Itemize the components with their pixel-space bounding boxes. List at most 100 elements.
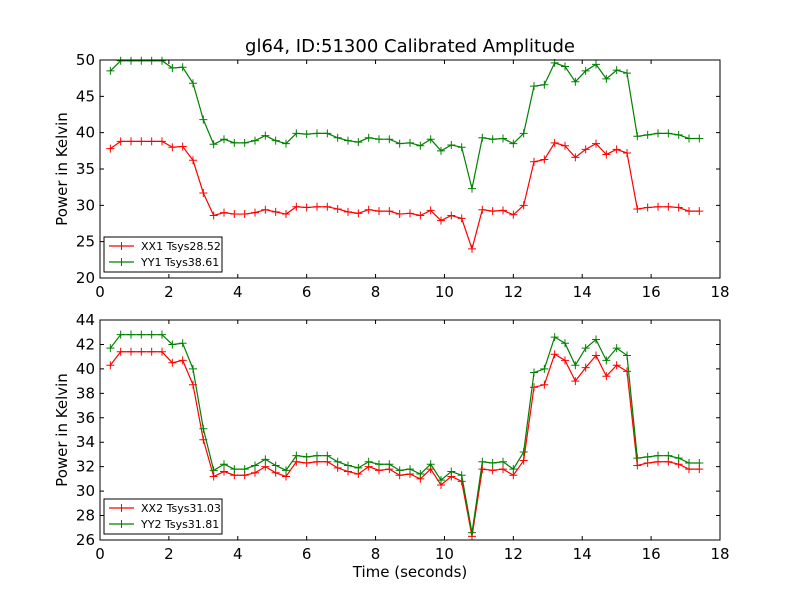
data-point — [230, 138, 239, 147]
data-point — [685, 459, 693, 467]
data-point — [623, 351, 631, 360]
y-tick-label: 34 — [76, 433, 95, 451]
data-point — [199, 424, 208, 433]
legend-box — [103, 236, 223, 273]
data-point — [437, 146, 445, 155]
data-point — [592, 351, 600, 360]
data-point — [302, 452, 311, 461]
data-point — [468, 244, 476, 253]
legend-marker — [117, 504, 126, 512]
data-point — [633, 204, 642, 213]
data-point — [137, 137, 146, 146]
y-tick-label: 32 — [76, 458, 95, 476]
series-line — [109, 140, 700, 252]
data-point — [561, 356, 569, 365]
data-point — [209, 466, 218, 475]
data-point — [571, 153, 580, 162]
x-tick-label: 0 — [95, 545, 105, 563]
data-point — [499, 206, 507, 215]
data-point — [302, 130, 311, 139]
x-tick-label: 6 — [302, 545, 312, 563]
data-point — [240, 465, 249, 474]
data-point — [364, 457, 373, 466]
legend-marker — [117, 520, 126, 528]
data-point — [220, 135, 228, 144]
data-point — [478, 457, 487, 466]
data-point — [654, 129, 662, 138]
x-tick-label: 4 — [233, 283, 243, 301]
data-point — [643, 203, 652, 212]
data-point — [230, 465, 239, 474]
data-point — [220, 208, 228, 217]
data-point — [695, 459, 704, 467]
data-point — [395, 466, 404, 475]
data-point — [333, 133, 342, 142]
y-tick-label: 45 — [76, 87, 95, 105]
x-tick-label: 14 — [573, 283, 592, 301]
data-point — [416, 141, 425, 150]
data-point — [509, 139, 518, 148]
data-point — [654, 451, 662, 460]
data-point — [623, 367, 631, 376]
data-point — [581, 344, 590, 353]
data-point — [643, 130, 652, 139]
data-point — [695, 134, 704, 143]
data-point — [571, 361, 580, 370]
data-point — [633, 132, 642, 141]
data-point — [478, 465, 487, 474]
data-point — [116, 330, 125, 339]
data-point — [457, 143, 466, 152]
data-point — [344, 207, 352, 216]
data-point — [695, 207, 704, 216]
data-point — [519, 201, 528, 210]
y-tick-label: 40 — [76, 124, 95, 142]
x-tick-label: 4 — [233, 545, 243, 563]
x-tick-label: 2 — [164, 283, 174, 301]
data-point — [127, 137, 135, 146]
data-point — [592, 335, 600, 344]
data-point — [178, 339, 187, 348]
data-point — [354, 463, 363, 472]
data-point — [447, 467, 456, 476]
data-point — [251, 208, 259, 217]
data-point — [106, 144, 115, 153]
data-point — [602, 356, 611, 365]
x-tick-label: 8 — [371, 545, 381, 563]
data-point — [189, 364, 197, 373]
data-point — [271, 461, 280, 470]
x-tick-label: 18 — [710, 545, 729, 563]
data-point — [426, 135, 435, 144]
data-point — [426, 460, 435, 469]
y-tick-label: 25 — [76, 233, 95, 251]
data-point — [561, 339, 569, 348]
x-tick-label: 16 — [642, 545, 661, 563]
data-point — [199, 115, 208, 124]
data-point — [292, 129, 301, 138]
data-point — [395, 210, 404, 219]
data-point — [612, 66, 621, 75]
bottom-plot: 0 2 4 6 8 10 12 14 16 18 26 28 30 32 34 36 38 40 42 44 Power… — [53, 311, 730, 581]
data-point — [540, 80, 549, 89]
data-point — [230, 210, 239, 219]
data-point — [488, 135, 497, 144]
data-point — [540, 380, 549, 389]
data-point — [220, 467, 228, 476]
data-point — [499, 134, 507, 143]
top-plot: 0 2 4 6 8 10 12 14 16 18 20 25 30 35 40 45 50 Power in Ke… — [53, 51, 730, 301]
data-point — [612, 344, 621, 353]
data-point — [137, 330, 146, 339]
data-point — [612, 145, 621, 154]
data-point — [168, 340, 177, 349]
legend-label: YY1 Tsys38.61 — [140, 256, 219, 269]
legend-label: XX1 Tsys28.52 — [141, 240, 221, 253]
y-axis-label: Power in Kelvin — [53, 112, 71, 226]
data-point — [550, 350, 559, 359]
y-tick-label: 30 — [76, 482, 95, 500]
legend-box — [103, 498, 223, 535]
data-point — [499, 465, 507, 474]
legend-label: YY2 Tsys31.81 — [140, 518, 219, 531]
data-point — [447, 141, 456, 150]
data-point — [323, 129, 332, 138]
data-point — [406, 465, 414, 474]
data-point — [158, 330, 166, 339]
